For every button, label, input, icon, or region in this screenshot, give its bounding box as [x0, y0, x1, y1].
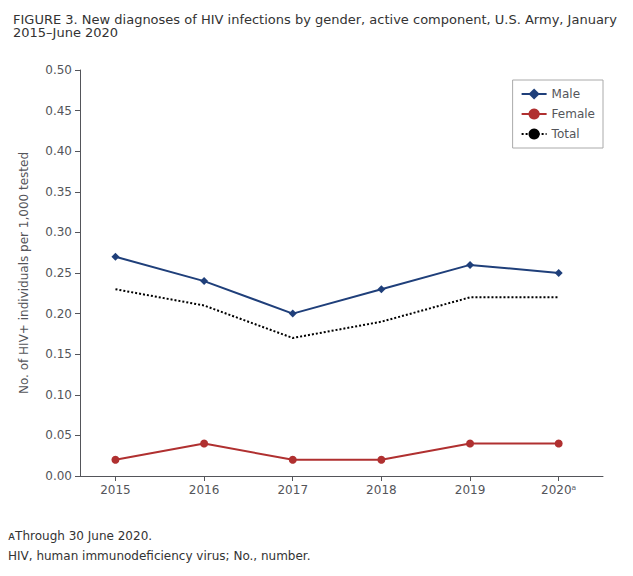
svg-text:Male: Male — [552, 87, 580, 101]
svg-text:0.25: 0.25 — [45, 266, 72, 280]
svg-text:0.30: 0.30 — [45, 225, 72, 239]
svg-text:2017: 2017 — [277, 483, 308, 497]
svg-text:Female: Female — [552, 107, 595, 121]
svg-text:Total: Total — [551, 127, 580, 141]
svg-text:0.00: 0.00 — [45, 469, 72, 483]
svg-text:2015: 2015 — [100, 483, 131, 497]
svg-text:2015–June 2020: 2015–June 2020 — [13, 25, 118, 40]
svg-text:2019: 2019 — [455, 483, 486, 497]
svg-text:ᴀThrough 30 June 2020.: ᴀThrough 30 June 2020. — [8, 529, 152, 543]
svg-text:0.40: 0.40 — [45, 144, 72, 158]
svg-text:0.20: 0.20 — [45, 307, 72, 321]
svg-text:0.50: 0.50 — [45, 63, 72, 77]
svg-text:0.05: 0.05 — [45, 428, 72, 442]
svg-text:FIGURE 3. New diagnoses of HIV: FIGURE 3. New diagnoses of HIV infection… — [13, 12, 621, 27]
svg-text:0.10: 0.10 — [45, 388, 72, 402]
svg-text:0.45: 0.45 — [45, 104, 72, 118]
svg-text:0.35: 0.35 — [45, 185, 72, 199]
svg-text:2016: 2016 — [189, 483, 220, 497]
svg-text:No. of HIV+ individuals per 1,: No. of HIV+ individuals per 1,000 tested — [17, 152, 31, 394]
svg-text:0.15: 0.15 — [45, 347, 72, 361]
svg-text:2018: 2018 — [366, 483, 397, 497]
svg-text:HIV, human immunodeficiency vi: HIV, human immunodeficiency virus; No., … — [8, 549, 311, 563]
svg-text:2020ᵃ: 2020ᵃ — [541, 483, 576, 497]
